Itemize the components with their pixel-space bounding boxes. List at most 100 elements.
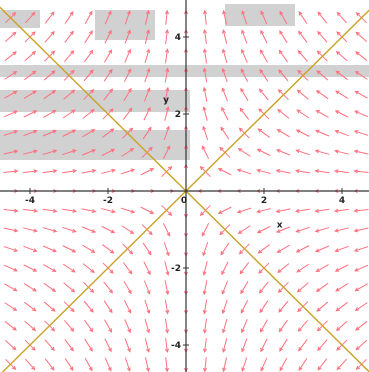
field-arrow [334, 110, 349, 118]
x-tick-label: 4 [339, 196, 345, 206]
field-arrow [4, 283, 18, 292]
field-arrow [259, 300, 269, 314]
field-arrow [241, 338, 248, 353]
field-arrow [164, 67, 170, 83]
field-arrow [279, 30, 288, 44]
field-arrow [104, 10, 112, 25]
field-arrow [353, 246, 369, 252]
field-arrow [317, 30, 328, 43]
field-arrow [81, 226, 97, 233]
field-arrow [314, 169, 330, 174]
field-arrow [62, 109, 76, 119]
field-arrow [24, 70, 37, 81]
field-arrow [24, 358, 36, 371]
field-arrow [124, 319, 131, 334]
field-arrow [335, 70, 348, 81]
field-arrow [3, 246, 19, 252]
field-arrow [82, 244, 96, 253]
field-arrow [82, 129, 96, 138]
field-arrow [201, 145, 210, 159]
field-arrow [353, 208, 369, 213]
field-arrow [4, 339, 17, 351]
field-arrow [297, 50, 308, 62]
y-tick-label: -2 [171, 264, 181, 274]
field-arrow [44, 11, 55, 24]
field-arrow [163, 241, 170, 257]
field-arrow [101, 225, 116, 234]
field-arrow [257, 244, 270, 254]
field-arrow [64, 50, 75, 62]
field-arrow [317, 339, 328, 352]
field-arrow [278, 319, 288, 333]
field-arrow [102, 244, 115, 254]
x-tick-label: 0 [181, 196, 187, 206]
field-arrow [3, 149, 19, 155]
field-arrow [221, 87, 229, 102]
field-arrow [239, 262, 250, 275]
field-arrow [221, 318, 228, 334]
x-tick-label: -2 [103, 196, 113, 206]
field-arrow [82, 263, 95, 274]
field-arrow [335, 301, 348, 312]
field-arrow [3, 169, 19, 174]
field-arrow [42, 169, 58, 174]
x-ticks: -4 -2 0 2 4 [25, 188, 345, 206]
field-arrow [295, 226, 310, 233]
field-arrow [144, 9, 150, 25]
field-arrow [144, 29, 150, 44]
field-arrow [84, 357, 93, 372]
field-arrow [353, 169, 369, 174]
field-arrow [222, 338, 228, 353]
field-arrow [84, 338, 93, 352]
field-arrow [220, 242, 230, 256]
field-arrow [221, 106, 229, 121]
field-arrow [279, 10, 288, 25]
field-arrow [164, 28, 170, 45]
field-arrow [144, 318, 151, 334]
field-arrow [62, 263, 76, 273]
field-arrow [275, 208, 291, 214]
field-arrow [260, 29, 268, 44]
field-arrow [62, 245, 77, 253]
field-arrow [23, 110, 38, 118]
field-arrow [260, 10, 268, 25]
field-arrow [22, 169, 39, 174]
field-arrow [64, 320, 75, 332]
field-arrow [43, 264, 57, 273]
field-arrow [316, 70, 329, 81]
field-arrow [259, 319, 268, 333]
field-arrow [62, 149, 77, 156]
field-arrow [164, 261, 170, 276]
field-arrow [162, 223, 171, 237]
field-arrow [277, 108, 290, 119]
field-arrow [23, 245, 38, 253]
field-arrow [63, 282, 76, 293]
field-arrow [4, 31, 17, 43]
field-arrow [143, 106, 151, 121]
field-arrow [164, 106, 170, 121]
field-arrow [275, 226, 291, 233]
field-arrow [84, 49, 94, 63]
field-arrow [142, 126, 152, 140]
field-arrow [144, 67, 151, 83]
field-arrow [237, 148, 251, 157]
field-arrow [143, 280, 151, 295]
field-arrow [101, 168, 116, 174]
field-arrow [314, 227, 330, 233]
field-arrow [140, 168, 155, 176]
field-arrow [103, 300, 113, 314]
field-arrow [44, 30, 55, 43]
field-arrow [315, 264, 329, 273]
field-arrow [83, 69, 94, 82]
field-arrow [82, 108, 95, 119]
field-arrow [42, 208, 58, 213]
field-arrow [101, 148, 116, 157]
field-arrow [260, 357, 268, 372]
field-arrow [63, 89, 76, 100]
field-arrow [144, 338, 150, 353]
field-arrow [103, 68, 113, 82]
field-arrow [256, 208, 271, 214]
field-arrow [202, 125, 209, 141]
